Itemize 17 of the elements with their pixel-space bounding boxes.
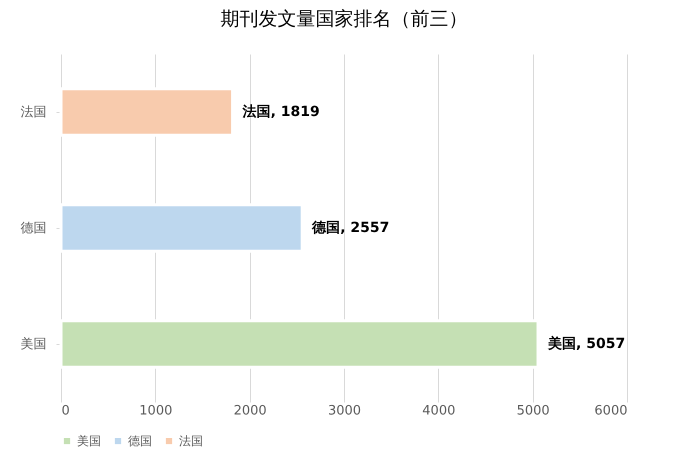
- data-label: 法国, 1819: [242, 104, 320, 120]
- y-tick-label: 法国: [20, 105, 46, 120]
- x-tick-label: 1000: [139, 404, 172, 418]
- x-tick-label: 0: [62, 404, 70, 418]
- legend-label: 德国: [128, 434, 152, 448]
- data-label: 德国, 2557: [311, 220, 390, 236]
- x-tick-label: 3000: [328, 404, 362, 418]
- x-tick-label: 5000: [516, 404, 550, 418]
- y-tick-label: 美国: [20, 336, 46, 352]
- legend-label: 美国: [77, 434, 101, 448]
- y-tick-label: 德国: [20, 221, 46, 236]
- x-tick-label: 2000: [234, 404, 267, 418]
- data-label: 美国, 5057: [547, 335, 626, 352]
- legend-label: 法国: [179, 434, 203, 448]
- chart-title: 期刊发文量国家排名（前三）: [220, 8, 468, 30]
- x-tick-label: 4000: [422, 404, 456, 418]
- x-tick-label: 6000: [594, 404, 628, 418]
